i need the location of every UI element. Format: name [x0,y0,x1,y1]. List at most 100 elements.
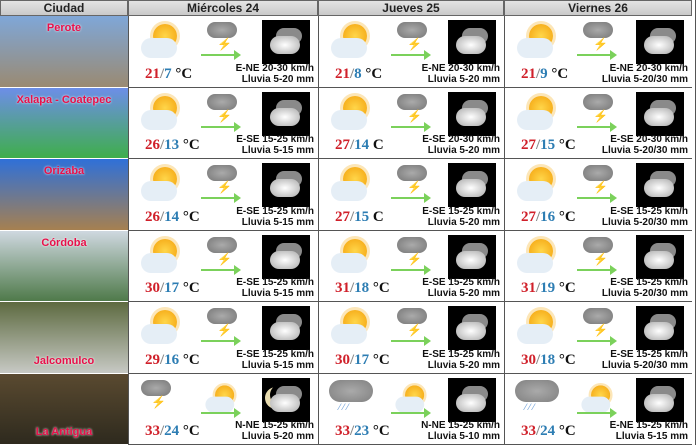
temp-separator: / [536,351,541,368]
wind-arrow-icon [391,407,431,418]
temp-low: 15 [540,137,556,153]
wind-rain-info: E-SE 15-25 km/h Lluvia 5-20 mm [422,277,500,299]
temp-separator: / [350,65,355,82]
temp-separator: / [160,351,165,368]
temp-unit: °C [182,137,200,153]
wind-arrow-icon [391,264,431,275]
temp-separator: / [350,208,355,225]
wind-text: N-NE 15-25 km/h [421,420,500,431]
temperature: 30/18 °C [521,352,576,369]
temperature: 31/18 °C [335,280,390,297]
sun-cloud-icon [141,24,185,58]
cloud-shape [583,236,613,253]
temp-high: 33 [335,423,350,439]
temp-unit: °C [551,65,569,82]
forecast-cell: ⚡ 31/19 °C E-SE 15-25 km/h Lluvia 5-20/30 m… [504,230,692,302]
wind-text: E-NE 20-30 km/h [609,62,688,74]
forecast-cell: ⚡ 30/18 °C E-SE 15-25 km/h Lluvia 5-20/30 m… [504,302,692,374]
rain-text: Lluvia 5-20/30 mm [601,73,688,85]
raindrops-shape: ⁄ ⁄ ⁄ [339,401,349,412]
header-day: Jueves 25 [318,0,504,16]
forecast-cell: ⚡ 21/7 °C E-NE 20-30 km/h Lluvia 5-20 mm [128,16,318,88]
cloud-shape [456,250,486,269]
rain-text: Lluvia 5-20 mm [427,216,500,228]
forecast-cell: ⁄ ⁄ ⁄ 33/23 °C N-NE 15-25 km/h Lluvia 5-10 … [318,373,504,445]
cloud-shape [207,236,237,253]
temp-high: 31 [335,280,350,296]
lightning-shape: ⚡ [217,37,232,51]
night-cloud-icon [262,91,310,136]
thunderstorm-icon: ⚡ [397,165,427,195]
wind-text: E-SE 15-25 km/h [236,277,314,288]
cloud-shape [141,181,177,201]
temp-separator: / [536,280,541,296]
temp-separator: / [536,137,541,153]
cloud-shape [517,38,553,58]
sun-cloud-icon [517,95,561,130]
temp-unit: °C [372,280,390,296]
temp-unit: °C [175,65,193,82]
night-cloud-icon [636,377,684,422]
temp-unit: °C [182,280,200,296]
night-cloud-icon [262,234,310,279]
night-cloud-icon [448,91,496,136]
temp-high: 30 [335,351,350,368]
wind-text: E-SE 20-30 km/h [610,134,688,145]
temp-unit: °C [182,423,200,439]
cloud-shape [395,396,425,413]
temp-unit: C [372,208,384,225]
city-photo: Xalapa - Coatepec [0,87,128,159]
wind-arrow-icon [391,193,431,203]
temp-separator: / [536,65,541,82]
night-cloud-icon [448,163,496,207]
city-photo: Orizaba [0,159,128,231]
cloud-shape [331,252,367,273]
wind-arrow-icon [201,121,241,132]
lightning-shape: ⚡ [593,37,608,51]
temp-high: 33 [145,423,160,439]
thunderstorm-icon: ⚡ [397,308,427,338]
temp-high: 21 [521,65,536,82]
wind-text: N-NE 15-25 km/h [235,420,314,431]
cloud-shape [207,308,237,324]
forecast-cell: ⚡ 26/13 °C E-SE 15-25 km/h Lluvia 5-15 mm [128,87,318,159]
temperature: 33/23 °C [335,423,390,440]
temp-unit: °C [365,65,383,82]
lightning-shape: ⚡ [217,251,232,266]
wind-rain-info: E-NE 20-30 km/h Lluvia 5-20 mm [236,63,314,85]
cloud-shape [207,165,237,181]
forecast-cell: ⚡ 30/17 °C E-SE 15-25 km/h Lluvia 5-20 mm [318,302,504,374]
temp-low: 18 [540,351,556,368]
cloud-shape [517,324,553,344]
wind-arrow-icon [577,121,617,132]
thunderstorm-icon: ⚡ [583,165,613,195]
rain-text: Lluvia 5-20/30 mm [601,216,688,228]
night-cloud-icon [262,163,310,207]
cloud-shape [456,107,486,126]
night-moon-cloud-icon [262,377,310,422]
cloud-shape [456,179,486,197]
wind-rain-info: E-SE 15-25 km/h Lluvia 5-20/30 mm [602,206,688,228]
city-photo: La Antigua [0,373,128,445]
temperature: 27/14 C [335,137,384,154]
city-label: Orizaba [43,165,85,177]
temp-unit: °C [182,208,200,225]
temperature: 29/16 °C [145,352,200,369]
sun-cloud-icon [517,310,561,344]
wind-text: E-SE 15-25 km/h [422,348,500,360]
temperature: 27/16 °C [521,209,576,226]
cloud-shape [331,181,367,201]
temp-high: 33 [521,423,536,439]
temp-unit: C [372,137,384,153]
thunderstorm-icon: ⚡ [207,308,237,338]
temperature: 33/24 °C [521,423,576,440]
city-label: Jalcomulco [33,354,95,367]
wind-arrow-icon [391,50,431,60]
cloud-shape [644,179,674,197]
forecast-cell: ⚡ 27/14 C E-SE 20-30 km/h Lluvia 5-20 mm [318,87,504,159]
thunderstorm-icon: ⚡ [141,379,171,410]
city-label: Córdoba [41,236,87,249]
cloud-shape [583,22,613,38]
lightning-shape: ⚡ [151,394,166,409]
rain-text: Lluvia 5-20 mm [427,359,500,371]
